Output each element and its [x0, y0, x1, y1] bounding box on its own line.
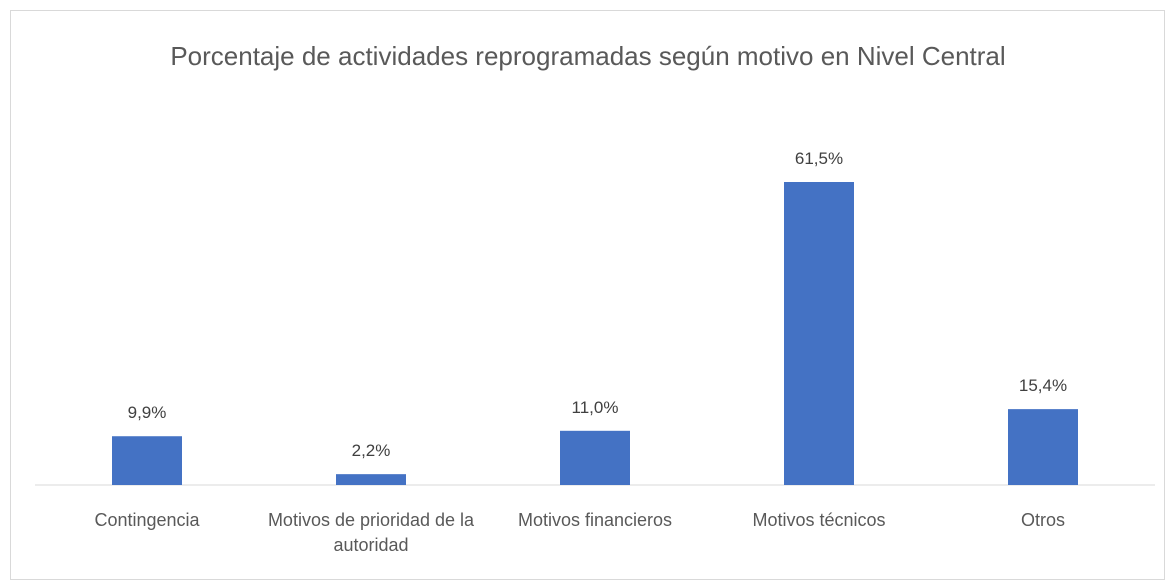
bar: [1008, 409, 1078, 485]
chart-title: Porcentaje de actividades reprogramadas …: [170, 41, 1006, 71]
data-label: 9,9%: [127, 403, 167, 423]
data-label: 61,5%: [794, 149, 844, 168]
x-tick-label: Motivos técnicos: [752, 510, 886, 530]
data-label: 11,0%: [571, 397, 619, 417]
x-tick-label: Otros: [1020, 510, 1065, 530]
x-tick-label: Contingencia: [94, 510, 200, 530]
data-label: 15,4%: [1018, 376, 1068, 396]
x-tick-label: Motivos de prioridad de la autoridad: [267, 510, 475, 555]
bar: [112, 436, 182, 485]
data-label: 2,2%: [351, 441, 391, 461]
x-tick-label: Motivos financieros: [517, 510, 673, 530]
bar: [560, 430, 630, 485]
bar: [336, 474, 406, 485]
bar: [784, 182, 854, 485]
